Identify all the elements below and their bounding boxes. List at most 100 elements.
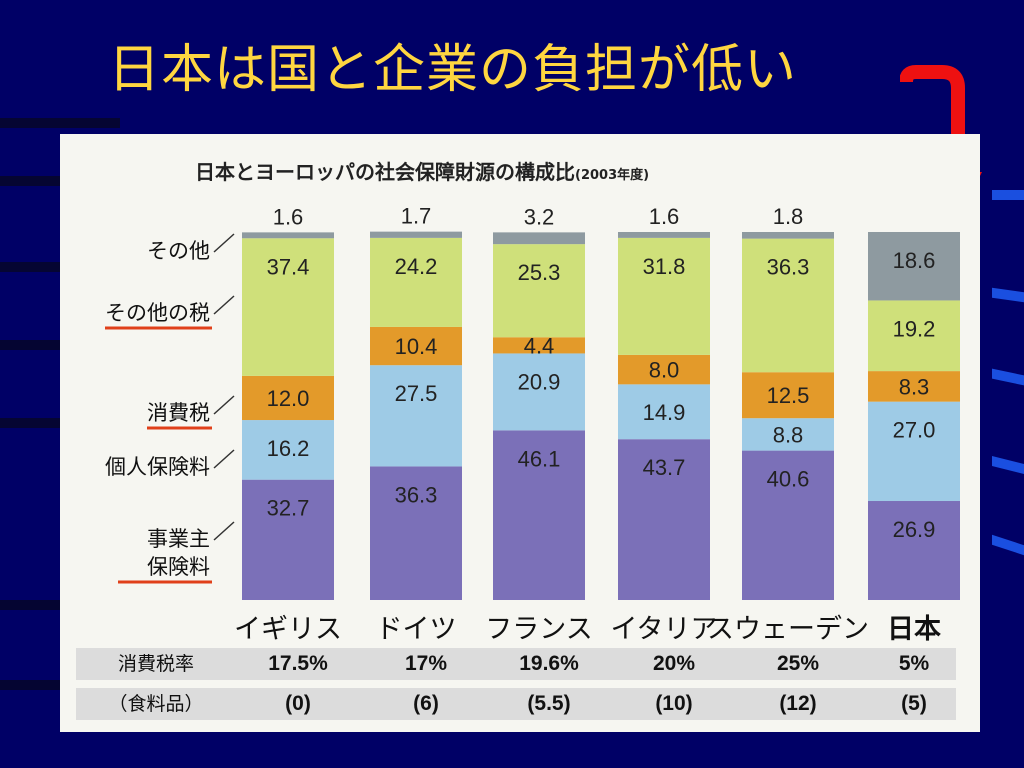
tax-rate-row-label: 消費税率 (117, 653, 194, 675)
tax-rate-cell: 25% (776, 652, 820, 675)
food-tax-cell: (12) (779, 692, 817, 715)
bar-segment (493, 232, 585, 245)
bar-segment (370, 466, 462, 600)
legend-label: その他の税 (105, 301, 210, 325)
bar-segment (493, 244, 585, 338)
data-label: 18.6 (893, 248, 936, 273)
bar-segment (370, 231, 462, 238)
food-tax-cell: (5) (901, 692, 927, 715)
stacked-bar-chart: 32.7 16.2 12.0 37.4 1.6 イギリス 36.3 27.5 10.4 24.2 1… (105, 204, 960, 645)
data-label: 27.5 (395, 381, 438, 406)
bar-segment (742, 238, 834, 373)
bar-segment (242, 375, 334, 421)
data-label: 36.3 (395, 482, 438, 507)
bar-segment (742, 450, 834, 600)
food-tax-cell: (0) (285, 692, 311, 715)
category-label: 日本 (887, 614, 941, 645)
data-label: 8.8 (773, 422, 804, 447)
bar-segment (493, 430, 585, 600)
slide-title: 日本は国と企業の負担が低い (107, 40, 797, 100)
legend-label: 保険料 (147, 555, 210, 579)
tax-rate-cell: 17% (404, 652, 448, 675)
data-label: 37.4 (267, 254, 310, 279)
bar-segment (370, 365, 462, 467)
tax-rate-row: 消費税率 17.5% 17% 19.6% 20% 25% 5% (76, 648, 956, 680)
data-label: 40.6 (767, 467, 810, 492)
bar-segment (242, 420, 334, 480)
data-label: 14.9 (643, 400, 686, 425)
data-label: 36.3 (767, 255, 810, 280)
data-label: 1.8 (773, 204, 804, 229)
bar-segment (742, 232, 834, 239)
data-label: 4.4 (524, 333, 555, 358)
data-label: 46.1 (518, 446, 561, 471)
data-label: 43.7 (643, 455, 686, 480)
data-label: 31.8 (643, 254, 686, 279)
food-tax-cell: (6) (413, 692, 439, 715)
bar-segment (868, 300, 960, 372)
food-tax-row-label: （食料品） (108, 693, 204, 715)
data-label: 1.6 (273, 204, 304, 229)
data-label: 1.6 (649, 204, 680, 229)
category-label: ドイツ (376, 614, 457, 645)
tax-rate-cell: 5% (898, 652, 930, 675)
data-label: 16.2 (267, 436, 310, 461)
tax-rate-cell: 17.5% (268, 652, 328, 675)
data-label: 3.2 (524, 204, 555, 229)
data-label: 25.3 (518, 260, 561, 285)
data-label: 24.2 (395, 254, 438, 279)
legend-label: 消費税 (147, 401, 210, 425)
legend-label: 事業主 (147, 527, 210, 551)
bar-segment (242, 238, 334, 376)
category-label: スウェーデン (707, 614, 869, 645)
food-tax-cell: (5.5) (527, 692, 571, 715)
chart-panel: 日本とヨーロッパの社会保障財源の構成比(2003年度) 32.7 16.2 12.0… (60, 134, 980, 732)
legend-leader (213, 233, 235, 253)
bar-segment (868, 232, 960, 301)
bar-segment (868, 371, 960, 402)
bar-segment (868, 501, 960, 600)
food-tax-cell: (10) (655, 692, 693, 715)
data-label: 32.7 (267, 496, 310, 521)
legend-leader (213, 395, 235, 415)
bar-segment (618, 384, 710, 440)
legend-leader (213, 295, 235, 315)
bar-segment (618, 354, 710, 385)
bar-segment (242, 232, 334, 239)
data-label: 12.5 (767, 383, 810, 408)
data-label: 19.2 (893, 316, 936, 341)
bar-segment (242, 479, 334, 600)
category-label: フランス (485, 614, 592, 645)
bar-segment (493, 337, 585, 354)
bar-segment (742, 418, 834, 451)
food-tax-row: （食料品） (0) (6) (5.5) (10) (12) (5) (76, 688, 956, 720)
bar-segment (868, 401, 960, 502)
category-label: イギリス (234, 614, 342, 645)
data-label: 10.4 (395, 334, 438, 359)
bar-segment (618, 237, 710, 355)
bar-segment (742, 372, 834, 419)
data-label: 26.9 (893, 517, 936, 542)
bar-segment (493, 353, 585, 431)
bar-segment (370, 237, 462, 327)
data-label: 20.9 (518, 369, 561, 394)
tax-rate-cell: 20% (652, 652, 696, 675)
legend-label: 個人保険料 (105, 455, 210, 479)
data-label: 27.0 (893, 418, 936, 443)
bar-segment (618, 439, 710, 600)
legend-leader (213, 449, 235, 469)
data-label: 8.0 (649, 358, 680, 383)
legend-leader (213, 521, 235, 541)
bar-segment (370, 326, 462, 366)
chart-title-note: (2003年度) (575, 168, 650, 183)
tax-rate-cell: 19.6% (519, 652, 579, 675)
legend-label: その他 (147, 239, 210, 263)
data-label: 12.0 (267, 386, 310, 411)
data-label: 8.3 (899, 374, 930, 399)
chart-title-text: 日本とヨーロッパの社会保障財源の構成比 (195, 160, 575, 184)
chart-title: 日本とヨーロッパの社会保障財源の構成比(2003年度) (195, 156, 649, 185)
bar-segment (618, 232, 710, 238)
category-label: イタリア (611, 614, 718, 645)
data-label: 1.7 (401, 204, 432, 229)
